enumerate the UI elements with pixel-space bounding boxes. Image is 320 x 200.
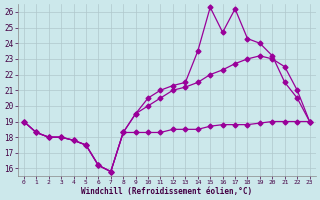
X-axis label: Windchill (Refroidissement éolien,°C): Windchill (Refroidissement éolien,°C) (81, 187, 252, 196)
